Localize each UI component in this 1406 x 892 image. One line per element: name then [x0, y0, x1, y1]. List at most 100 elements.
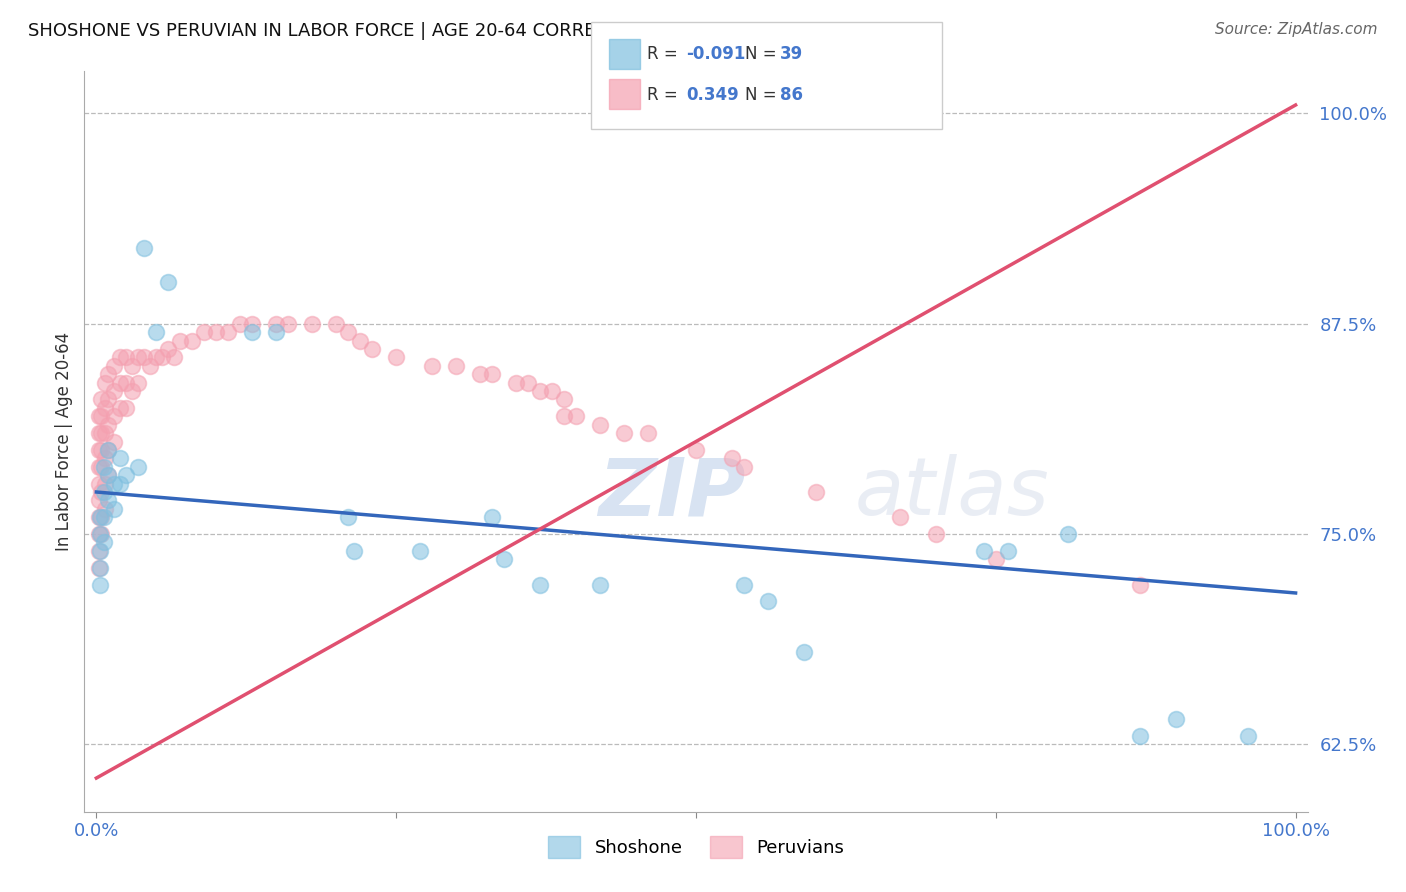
Point: [444, 359, 467, 373]
Point: [90, 426, 112, 441]
Point: [93, 501, 117, 516]
Point: [127, 376, 149, 390]
Text: R =: R =: [647, 86, 683, 103]
Point: [90, 485, 112, 500]
Point: [121, 359, 143, 373]
Point: [517, 376, 540, 390]
Point: [494, 552, 516, 566]
Point: [89, 527, 111, 541]
Point: [97, 468, 120, 483]
Point: [97, 442, 120, 457]
Point: [337, 325, 360, 339]
Point: [90, 409, 112, 424]
Point: [205, 325, 228, 339]
Point: [1056, 527, 1078, 541]
Point: [613, 426, 636, 441]
Point: [93, 476, 117, 491]
Point: [217, 325, 239, 339]
Point: [134, 241, 156, 255]
Point: [553, 392, 575, 407]
Point: [481, 510, 503, 524]
Point: [103, 476, 125, 491]
Point: [115, 468, 138, 483]
Point: [87, 544, 110, 558]
Point: [349, 334, 371, 348]
Text: N =: N =: [745, 86, 782, 103]
Point: [481, 368, 503, 382]
Point: [97, 493, 120, 508]
Point: [420, 359, 443, 373]
Point: [169, 334, 191, 348]
Point: [134, 351, 156, 365]
Point: [103, 384, 125, 398]
Point: [87, 527, 110, 541]
Point: [139, 359, 162, 373]
Point: [589, 577, 612, 591]
Point: [90, 510, 112, 524]
Point: [97, 442, 120, 457]
Point: [264, 317, 287, 331]
Point: [145, 325, 167, 339]
Point: [565, 409, 588, 424]
Point: [229, 317, 252, 331]
Text: -0.091: -0.091: [686, 45, 745, 63]
Point: [93, 535, 115, 549]
Point: [163, 351, 186, 365]
Point: [889, 510, 911, 524]
Text: N =: N =: [745, 45, 782, 63]
Point: [505, 376, 527, 390]
Point: [145, 351, 167, 365]
Point: [409, 544, 432, 558]
Point: [87, 459, 110, 474]
Point: [1236, 729, 1258, 743]
Point: [97, 468, 120, 483]
Point: [87, 493, 110, 508]
Text: SHOSHONE VS PERUVIAN IN LABOR FORCE | AGE 20-64 CORRELATION CHART: SHOSHONE VS PERUVIAN IN LABOR FORCE | AG…: [28, 22, 727, 40]
Point: [90, 442, 112, 457]
Point: [90, 527, 112, 541]
Point: [93, 376, 117, 390]
Point: [984, 552, 1007, 566]
Point: [997, 544, 1019, 558]
Point: [89, 560, 111, 574]
Text: ZIP: ZIP: [598, 454, 745, 533]
Point: [264, 325, 287, 339]
Point: [93, 459, 115, 474]
Point: [103, 359, 125, 373]
Point: [127, 459, 149, 474]
Point: [1129, 729, 1152, 743]
Y-axis label: In Labor Force | Age 20-64: In Labor Force | Age 20-64: [55, 332, 73, 551]
Point: [361, 342, 384, 356]
Point: [1129, 577, 1152, 591]
Point: [110, 476, 132, 491]
Text: atlas: atlas: [855, 454, 1050, 533]
Point: [110, 376, 132, 390]
Point: [793, 645, 815, 659]
Point: [1164, 712, 1187, 726]
Point: [804, 485, 827, 500]
Point: [89, 544, 111, 558]
Point: [87, 426, 110, 441]
Point: [115, 401, 138, 415]
Point: [93, 485, 115, 500]
Point: [103, 501, 125, 516]
Point: [721, 451, 744, 466]
Point: [925, 527, 948, 541]
Point: [115, 376, 138, 390]
Point: [637, 426, 659, 441]
Point: [97, 392, 120, 407]
Point: [733, 459, 755, 474]
Text: 39: 39: [780, 45, 804, 63]
Point: [90, 459, 112, 474]
Point: [973, 544, 995, 558]
Point: [89, 510, 111, 524]
Point: [337, 510, 360, 524]
Point: [325, 317, 347, 331]
Point: [89, 577, 111, 591]
Point: [93, 401, 117, 415]
Point: [157, 275, 180, 289]
Legend: Shoshone, Peruvians: Shoshone, Peruvians: [547, 836, 845, 858]
Text: 86: 86: [780, 86, 803, 103]
Point: [127, 351, 149, 365]
Point: [97, 417, 120, 432]
